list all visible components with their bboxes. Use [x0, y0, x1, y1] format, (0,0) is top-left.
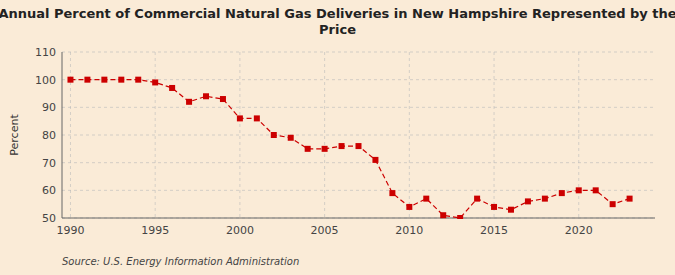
data-point [356, 143, 362, 149]
x-tick-label: 2000 [226, 224, 254, 237]
title-line: Annual Percent of Commercial Natural Gas… [0, 6, 675, 21]
data-point [339, 143, 345, 149]
data-point [169, 85, 175, 91]
data-point [474, 196, 480, 202]
data-point [542, 196, 548, 202]
data-point [423, 196, 429, 202]
title: Annual Percent of Commercial Natural Gas… [0, 6, 675, 37]
x-tick-label: 2015 [480, 224, 508, 237]
y-grid-line [62, 190, 655, 191]
x-grid-line [239, 52, 240, 218]
source-note: Source: U.S. Energy Information Administ… [62, 256, 299, 267]
x-grid-line [155, 52, 156, 218]
y-axis-line [62, 52, 63, 218]
data-point [220, 96, 226, 102]
y-tick-label: 60 [42, 184, 56, 197]
x-tick-label: 1995 [141, 224, 169, 237]
data-point [288, 135, 294, 141]
data-point [610, 201, 616, 207]
data-point [67, 77, 73, 83]
y-grid-line [62, 107, 655, 108]
data-line [70, 80, 629, 218]
grid [62, 52, 655, 218]
data-point [305, 146, 311, 152]
y-tick-label: 110 [35, 46, 56, 59]
data-point [203, 93, 209, 99]
data-point [118, 77, 124, 83]
x-tick-label: 1990 [56, 224, 84, 237]
data-point [152, 79, 158, 85]
y-grid-line [62, 79, 655, 80]
data-point [627, 196, 633, 202]
data-point [491, 204, 497, 210]
data-point [101, 77, 107, 83]
y-axis-label: Percent [8, 114, 21, 156]
data-point [135, 77, 141, 83]
data-point [271, 132, 277, 138]
chart: Annual Percent of Commercial Natural Gas… [0, 0, 675, 275]
data-point [576, 187, 582, 193]
y-grid-line [62, 218, 655, 219]
data-point [508, 207, 514, 213]
x-grid-line [409, 52, 410, 218]
data-point [406, 204, 412, 210]
y-grid-line [62, 52, 655, 53]
data-point [593, 187, 599, 193]
y-grid-line [62, 135, 655, 136]
data-point [84, 77, 90, 83]
plot-marks [67, 77, 632, 219]
data-point [457, 215, 463, 219]
data-point [440, 212, 446, 218]
data-point [559, 190, 565, 196]
data-point [254, 115, 260, 121]
y-tick-label: 70 [42, 157, 56, 170]
x-axis-line [62, 218, 655, 219]
y-tick-label: 80 [42, 129, 56, 142]
x-tick-label: 2005 [311, 224, 339, 237]
x-tick-label: 2020 [565, 224, 593, 237]
background [0, 0, 675, 275]
data-point [237, 115, 243, 121]
y-grid-line [62, 162, 655, 163]
data-point [322, 146, 328, 152]
data-point [525, 198, 531, 204]
title-line: Price [319, 22, 356, 37]
data-point [372, 157, 378, 163]
data-point [389, 190, 395, 196]
x-grid-line [324, 52, 325, 218]
x-tick-label: 2010 [395, 224, 423, 237]
x-grid-line [494, 52, 495, 218]
y-tick-label: 100 [35, 74, 56, 87]
y-tick-label: 90 [42, 101, 56, 114]
data-point [186, 99, 192, 105]
y-tick-label: 50 [42, 212, 56, 225]
